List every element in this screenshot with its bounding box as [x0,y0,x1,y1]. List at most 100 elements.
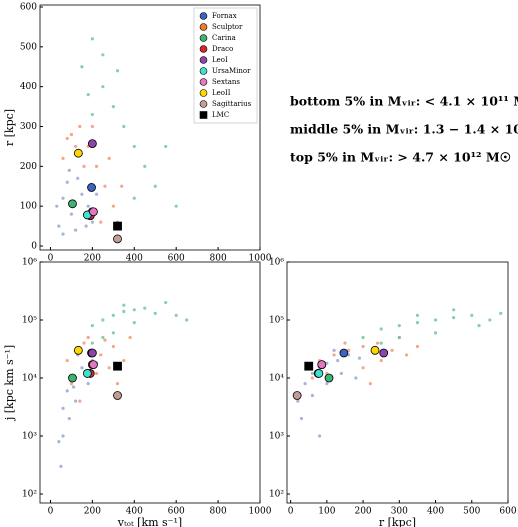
cloud-point [433,318,438,322]
satellite-marker [82,369,92,378]
y-tick-label: 10⁵ [22,316,37,326]
axes-frame [39,4,261,251]
x-tick-label: 1000 [249,507,272,517]
satellite-marker [113,361,122,371]
cloud-point [303,382,307,386]
satellite-marker [89,207,98,217]
population-label: bottom 5% in Mᵥᵢᵣ: < 4.1 × 10¹¹ M☉ [290,94,518,109]
y-tick-label: 500 [20,42,37,52]
cloud-point [452,308,456,312]
y-tick-label: 10³ [22,432,37,442]
cloud-point [361,344,365,349]
cloud-point [164,300,168,305]
cloud-point [69,212,74,216]
cloud-point [361,366,365,370]
x-tick-label: 200 [354,507,371,517]
cloud-point [107,366,111,370]
y-tick-label: 10⁶ [269,258,284,268]
cloud-point [325,382,329,386]
cloud-point [94,371,99,376]
cloud-point [332,353,336,357]
legend-marker [199,100,208,108]
y-axis-label: r [kpc] [3,109,16,146]
cloud-point [368,382,372,386]
cloud-point [61,434,65,438]
satellite-marker [68,199,77,209]
cloud-point [94,192,99,196]
legend-label: LeoII [212,89,231,97]
cloud-point [84,224,88,228]
satellite-marker [314,369,324,378]
satellite-marker [113,234,122,244]
cloud-point [74,399,78,403]
cloud-point [415,344,420,349]
cloud-point [111,104,115,109]
cloud-point [164,144,168,149]
legend-label: Sextans [212,78,240,86]
cloud-point [120,184,124,188]
cloud-point [61,232,65,236]
cloud-point [101,318,105,322]
cloud-point [415,313,420,318]
cloud-point [101,85,105,89]
cloud-point [65,136,69,141]
cloud-point [339,371,343,376]
legend-label: Draco [212,45,233,53]
cloud-point [415,321,420,325]
axes-frame [286,261,509,504]
y-tick-label: 10³ [269,432,284,442]
cloud-point [132,196,136,200]
cloud-point [357,356,362,360]
cloud-point [470,313,474,318]
x-tick-label: 500 [463,507,480,517]
cloud-point [488,318,492,322]
cloud-point [80,366,84,370]
cloud-point [57,440,61,444]
cloud-point [61,406,65,410]
legend-label: Sculptor [212,23,243,31]
satellite-marker [68,373,77,383]
cloud-point [82,164,86,168]
x-tick-label: 400 [126,507,143,517]
y-tick-label: 10² [269,490,284,500]
satellite-marker [73,148,83,158]
cloud-point [78,399,82,403]
satellite-marker [113,221,122,231]
legend-marker [199,56,208,64]
legend-marker [199,34,208,42]
cloud-point [99,353,103,357]
satellite-marker [324,373,334,383]
cloud-point [71,385,76,389]
cloud-point [90,37,94,41]
cloud-point [379,341,383,345]
cloud-point [65,358,69,363]
legend-marker [199,12,208,20]
cloud-point [101,53,105,57]
cloud-point [86,204,90,208]
legend-marker [199,23,208,31]
cloud-point [111,313,115,318]
cloud-point [90,324,94,328]
cloud-point [67,168,71,172]
cloud-point [153,184,157,188]
x-axis-label: r [kpc] [379,516,416,527]
cloud-point [65,180,69,184]
cloud-point [185,318,189,322]
cloud-point [61,156,65,160]
y-tick-label: 400 [20,82,37,92]
legend-label: Sagittarius [212,100,252,108]
satellite-marker [304,361,314,371]
y-tick-label: 10² [22,490,37,500]
cloud-point [115,69,120,73]
cloud-point [174,313,178,318]
cloud-point [132,308,136,312]
cloud-point [111,344,115,349]
cloud-point [332,348,336,352]
cloud-point [318,434,322,438]
cloud-point [115,382,120,386]
cloud-point [143,164,147,168]
cloud-point [122,309,126,314]
cloud-point [59,464,63,468]
cloud-point [122,358,126,363]
